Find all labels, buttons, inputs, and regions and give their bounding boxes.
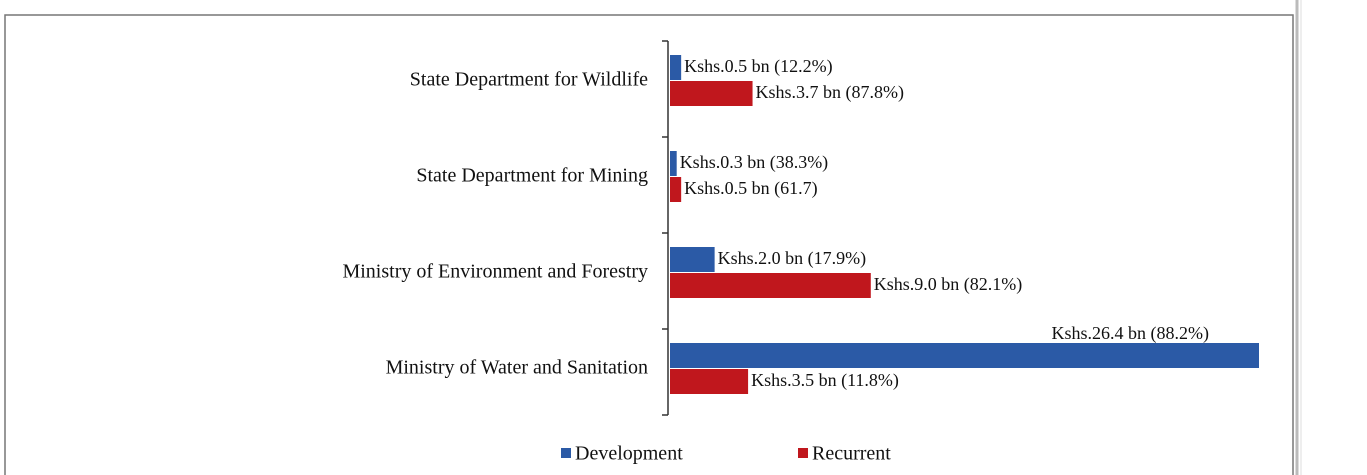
category-label: State Department for Wildlife: [410, 69, 648, 91]
bar: [670, 273, 871, 298]
data-label: Kshs.3.5 bn (11.8%): [751, 370, 899, 391]
bar: [670, 81, 753, 106]
data-label: Kshs.2.0 bn (17.9%): [718, 248, 867, 269]
bar: [670, 343, 1259, 368]
bar: [670, 247, 715, 272]
data-label: Kshs.26.4 bn (88.2%): [1052, 323, 1210, 344]
bar: [670, 369, 749, 394]
legend-swatch: [798, 448, 808, 458]
data-label: Kshs.9.0 bn (82.1%): [874, 274, 1023, 295]
bar: [670, 177, 682, 202]
data-label: Kshs.3.7 bn (87.8%): [756, 82, 905, 103]
legend-swatch: [561, 448, 571, 458]
category-label: Ministry of Water and Sanitation: [386, 357, 648, 379]
data-label: Kshs.0.3 bn (38.3%): [680, 152, 829, 173]
legend-label: Development: [575, 443, 683, 465]
category-label: Ministry of Environment and Forestry: [342, 261, 648, 283]
legend-label: Recurrent: [812, 443, 891, 465]
data-label: Kshs.0.5 bn (61.7): [684, 178, 818, 199]
bar: [670, 55, 682, 80]
data-label: Kshs.0.5 bn (12.2%): [684, 56, 833, 77]
bar: [670, 151, 677, 176]
frame: [4, 14, 1294, 475]
category-label: State Department for Mining: [416, 165, 648, 187]
